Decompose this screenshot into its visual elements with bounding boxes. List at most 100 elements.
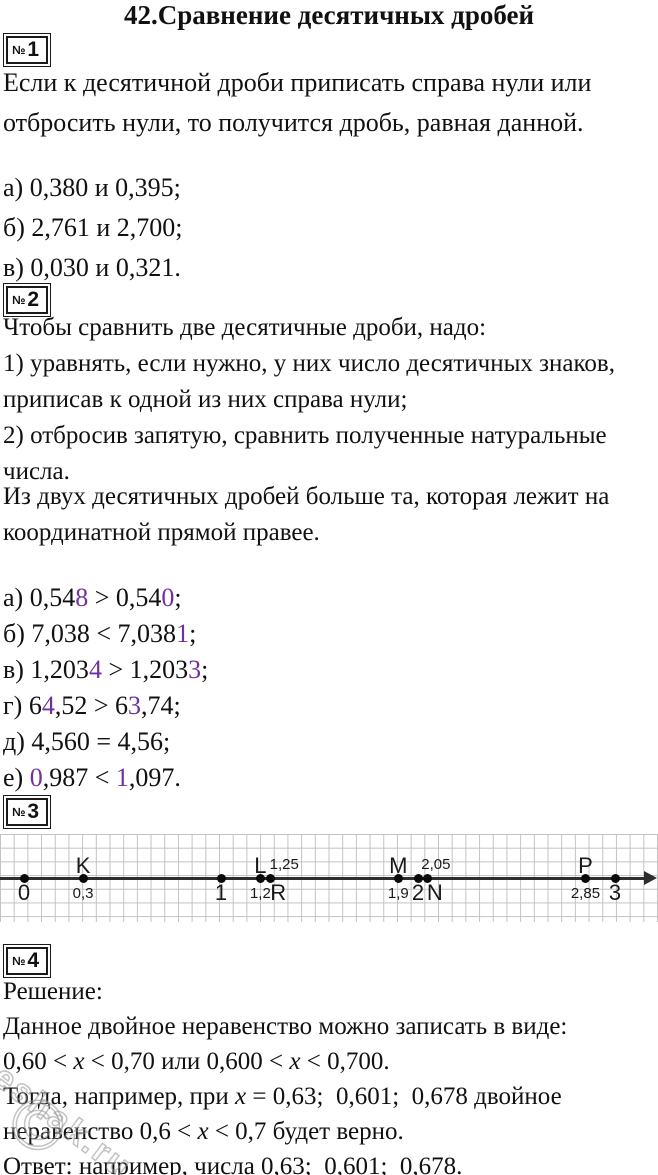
point-label: 2,05 [421,856,451,873]
task1-answer-list: а) 0,380 и 0,395; б) 2,761 и 2,700; в) 0,0… [3,168,655,288]
point-label: 1,25 [269,856,299,873]
text-line: отбросить нули, то получится дробь, равн… [3,108,584,137]
text-segment: б) 7,038 < 7,038 [3,619,177,648]
badge-number: 4 [27,949,40,972]
text-segment: в) 1,203 [3,655,89,684]
point-dot [19,874,29,883]
point-label: N [426,880,443,905]
text-line: Ответ: например, числа 0,63; 0,601; 0,67… [3,1149,655,1175]
text-line: б) 2,761 и 2,700; [3,213,183,242]
point-label: 0,3 [72,885,94,902]
text-line: Если к десятичной дроби приписать справа… [3,68,592,97]
text-segment: ,74; [141,691,181,720]
point-label: 0 [17,880,31,905]
point-label: K [75,853,91,878]
point-dot [265,874,275,883]
text-segment: г) 6 [3,691,42,720]
text-line: г) 64,52 > 63,74; [3,688,655,724]
text-line: д) 4,560 = 4,56; [3,724,655,760]
point-dot [393,874,403,883]
text-line: координатной прямой правее. [3,519,320,546]
text-line: Чтобы сравнить две десятичные дроби, над… [3,314,487,341]
text-line: а) 0,380 и 0,395; [3,173,181,202]
math-variable: x [289,1048,301,1075]
text-line: неравенство 0,6 < x < 0,7 будет верно. [3,1114,655,1149]
point-dot [78,874,88,883]
point-label: 2 [411,880,425,905]
highlighted-digit: 3 [128,691,141,720]
numero-sign: № [12,804,26,819]
text-line: б) 7,038 < 7,0381; [3,616,655,652]
task3-number-badge: № 3 [3,795,52,829]
text-segment: Ответ: например, числа 0,63; 0,601; 0,67… [3,1153,463,1175]
point-dot [413,874,423,883]
text-line: Решение: [3,974,655,1009]
text-segment: > 0,54 [88,583,162,612]
highlighted-digit: 4 [41,691,55,720]
text-line: а) 0,548 > 0,540; [3,580,655,616]
text-segment: д) 4,560 = 4,56; [3,727,171,756]
point-label: M [389,853,408,878]
badge-frame: № 1 [6,36,49,64]
text-line: Из двух десятичных дробей больше та, кот… [3,483,610,510]
text-line: Данное двойное неравенство можно записат… [3,1009,655,1044]
text-segment: а) 0,54 [3,583,76,612]
point-label: R [270,880,287,905]
text-line: в) 0,030 и 0,321. [3,253,181,282]
task2-note: Из двух десятичных дробей больше та, кот… [3,479,655,551]
math-variable: x [73,1048,85,1075]
task1-number-badge: № 1 [3,33,52,67]
text-segment: = 0,63; 0,601; 0,678 двойное [246,1083,562,1110]
text-segment: ; [189,619,197,648]
highlighted-digit: 3 [188,655,202,684]
text-segment: > 1,203 [101,655,189,684]
point-dot [216,874,226,883]
math-variable: x [197,1118,209,1145]
point-dot [255,874,265,883]
text-line: 2) отбросив запятую, сравнить полученные… [3,422,607,449]
text-segment: < 0,700. [300,1048,390,1075]
page-title: 42.Сравнение десятичных дробей [123,0,535,30]
axis-line [0,877,646,880]
point-label: 3 [608,880,622,905]
text-segment: < 0,7 будет верно. [208,1118,404,1145]
badge-frame: № 3 [6,798,49,826]
point-label: 2,85 [570,885,601,902]
text-line: е) 0,987 < 1,097. [3,760,655,796]
badge-number: 2 [27,288,40,311]
text-line: числа. [3,458,70,485]
task4-solution: Решение: Данное двойное неравенство можно… [3,974,655,1175]
highlighted-digit: 8 [75,583,89,612]
point-dot [423,874,433,883]
task2-rules: Чтобы сравнить две десятичные дроби, над… [3,310,655,490]
text-segment: 0,60 < [3,1048,74,1075]
point-dot [610,874,620,883]
point-label: 1,9 [387,885,409,902]
text-segment: Данное двойное неравенство можно записат… [3,1013,568,1040]
badge-frame: № 4 [6,947,49,975]
point-label: L [254,853,267,878]
text-segment: е) [3,763,30,792]
point-dot [580,874,590,883]
numero-sign: № [12,953,26,968]
numero-sign: № [12,292,26,307]
task2-answer-list: а) 0,548 > 0,540; б) 7,038 < 7,0381; в) 1,… [3,580,655,796]
text-segment: Тогда, например, при [3,1083,236,1110]
text-segment: ,52 > 6 [54,691,128,720]
task2-number-badge: № 2 [3,283,52,317]
point-label: 1,2 [249,885,271,902]
text-segment: неравенство 0,6 < [3,1118,198,1145]
task4-number-badge: № 4 [3,944,52,978]
text-segment: Решение: [3,978,103,1005]
text-segment: < 0,70 или 0,600 < [84,1048,290,1075]
text-line: 1) уравнять, если нужно, у них число дес… [3,350,615,377]
highlighted-digit: 1 [176,619,190,648]
highlighted-digit: 4 [88,655,102,684]
number-line: 0 K 0,3 1 L 1,2 1,25 R M 1,9 2 2,05 N P 2,85 3 [0,834,658,922]
text-line: Тогда, например, при x = 0,63; 0,601; 0,… [3,1079,655,1114]
text-line: в) 1,2034 > 1,2033; [3,652,655,688]
point-label: 1 [214,880,228,905]
text-segment: ; [174,583,182,612]
text-line: 0,60 < x < 0,70 или 0,600 < x < 0,700. [3,1044,655,1079]
